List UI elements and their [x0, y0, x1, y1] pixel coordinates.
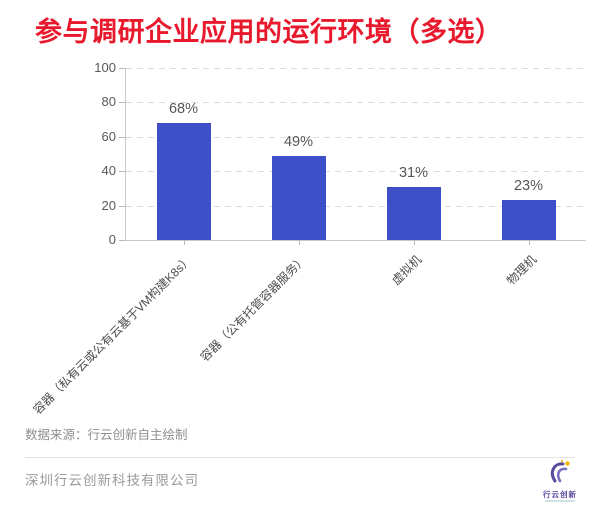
x-category-label: 虚拟机 [389, 252, 425, 288]
logo-swirl-icon [550, 460, 570, 483]
data-source-note: 数据来源：行云创新自主绘制 [25, 428, 188, 442]
company-name: 深圳行云创新科技有限公司 [25, 473, 199, 488]
bar [501, 200, 556, 240]
y-axis-tick [119, 171, 126, 173]
logo-subtext-line [545, 500, 575, 502]
y-tick-label: 20 [101, 197, 116, 213]
bar [271, 155, 326, 240]
x-axis-tick [183, 240, 185, 245]
footer-divider [25, 457, 575, 458]
y-tick-label: 80 [101, 94, 116, 110]
bar-value-label: 49% [283, 133, 314, 150]
gridline [126, 171, 586, 173]
y-axis-tick [119, 102, 126, 104]
y-tick-label: 60 [101, 128, 116, 144]
y-tick-label: 0 [108, 232, 116, 247]
x-category-label: 物理机 [504, 252, 540, 288]
chart-title: 参与调研企业应用的运行环境（多选） [35, 17, 503, 47]
y-tick-label: 100 [94, 60, 116, 75]
x-category-label: 容器（公有托管容器服务） [198, 252, 310, 365]
y-axis-tick [119, 205, 126, 207]
x-axis-tick [298, 240, 300, 245]
x-axis-tick [528, 240, 530, 245]
gridline [126, 136, 586, 138]
bar-value-label: 23% [513, 178, 544, 195]
logo-text: 行云创新 [543, 490, 577, 499]
x-axis-tick [413, 240, 415, 245]
bar [156, 123, 211, 240]
bar-slot: 49% [241, 68, 356, 245]
bar-slot: 68% [126, 68, 241, 245]
y-axis-tick [119, 68, 126, 69]
plot-area: 0 20 40 60 80 100 容器（私有云或公有云基于VM构建K8s） 68% 容器（公有… [30, 60, 586, 417]
x-category-label: 容器（私有云或公有云基于VM构建K8s） [30, 252, 195, 417]
bar-slot: 23% [471, 68, 586, 245]
y-axis-tick [119, 136, 126, 138]
gridline [126, 205, 586, 207]
bar-slot: 31% [356, 68, 471, 245]
gridline [126, 102, 586, 104]
bar-value-label: 68% [168, 101, 199, 118]
bar-value-label: 31% [398, 164, 429, 181]
company-logo: 行云创新 [534, 459, 586, 502]
gridline [126, 68, 586, 69]
y-tick-label: 40 [101, 163, 116, 179]
y-axis-tick [119, 240, 126, 241]
bar [386, 186, 441, 240]
